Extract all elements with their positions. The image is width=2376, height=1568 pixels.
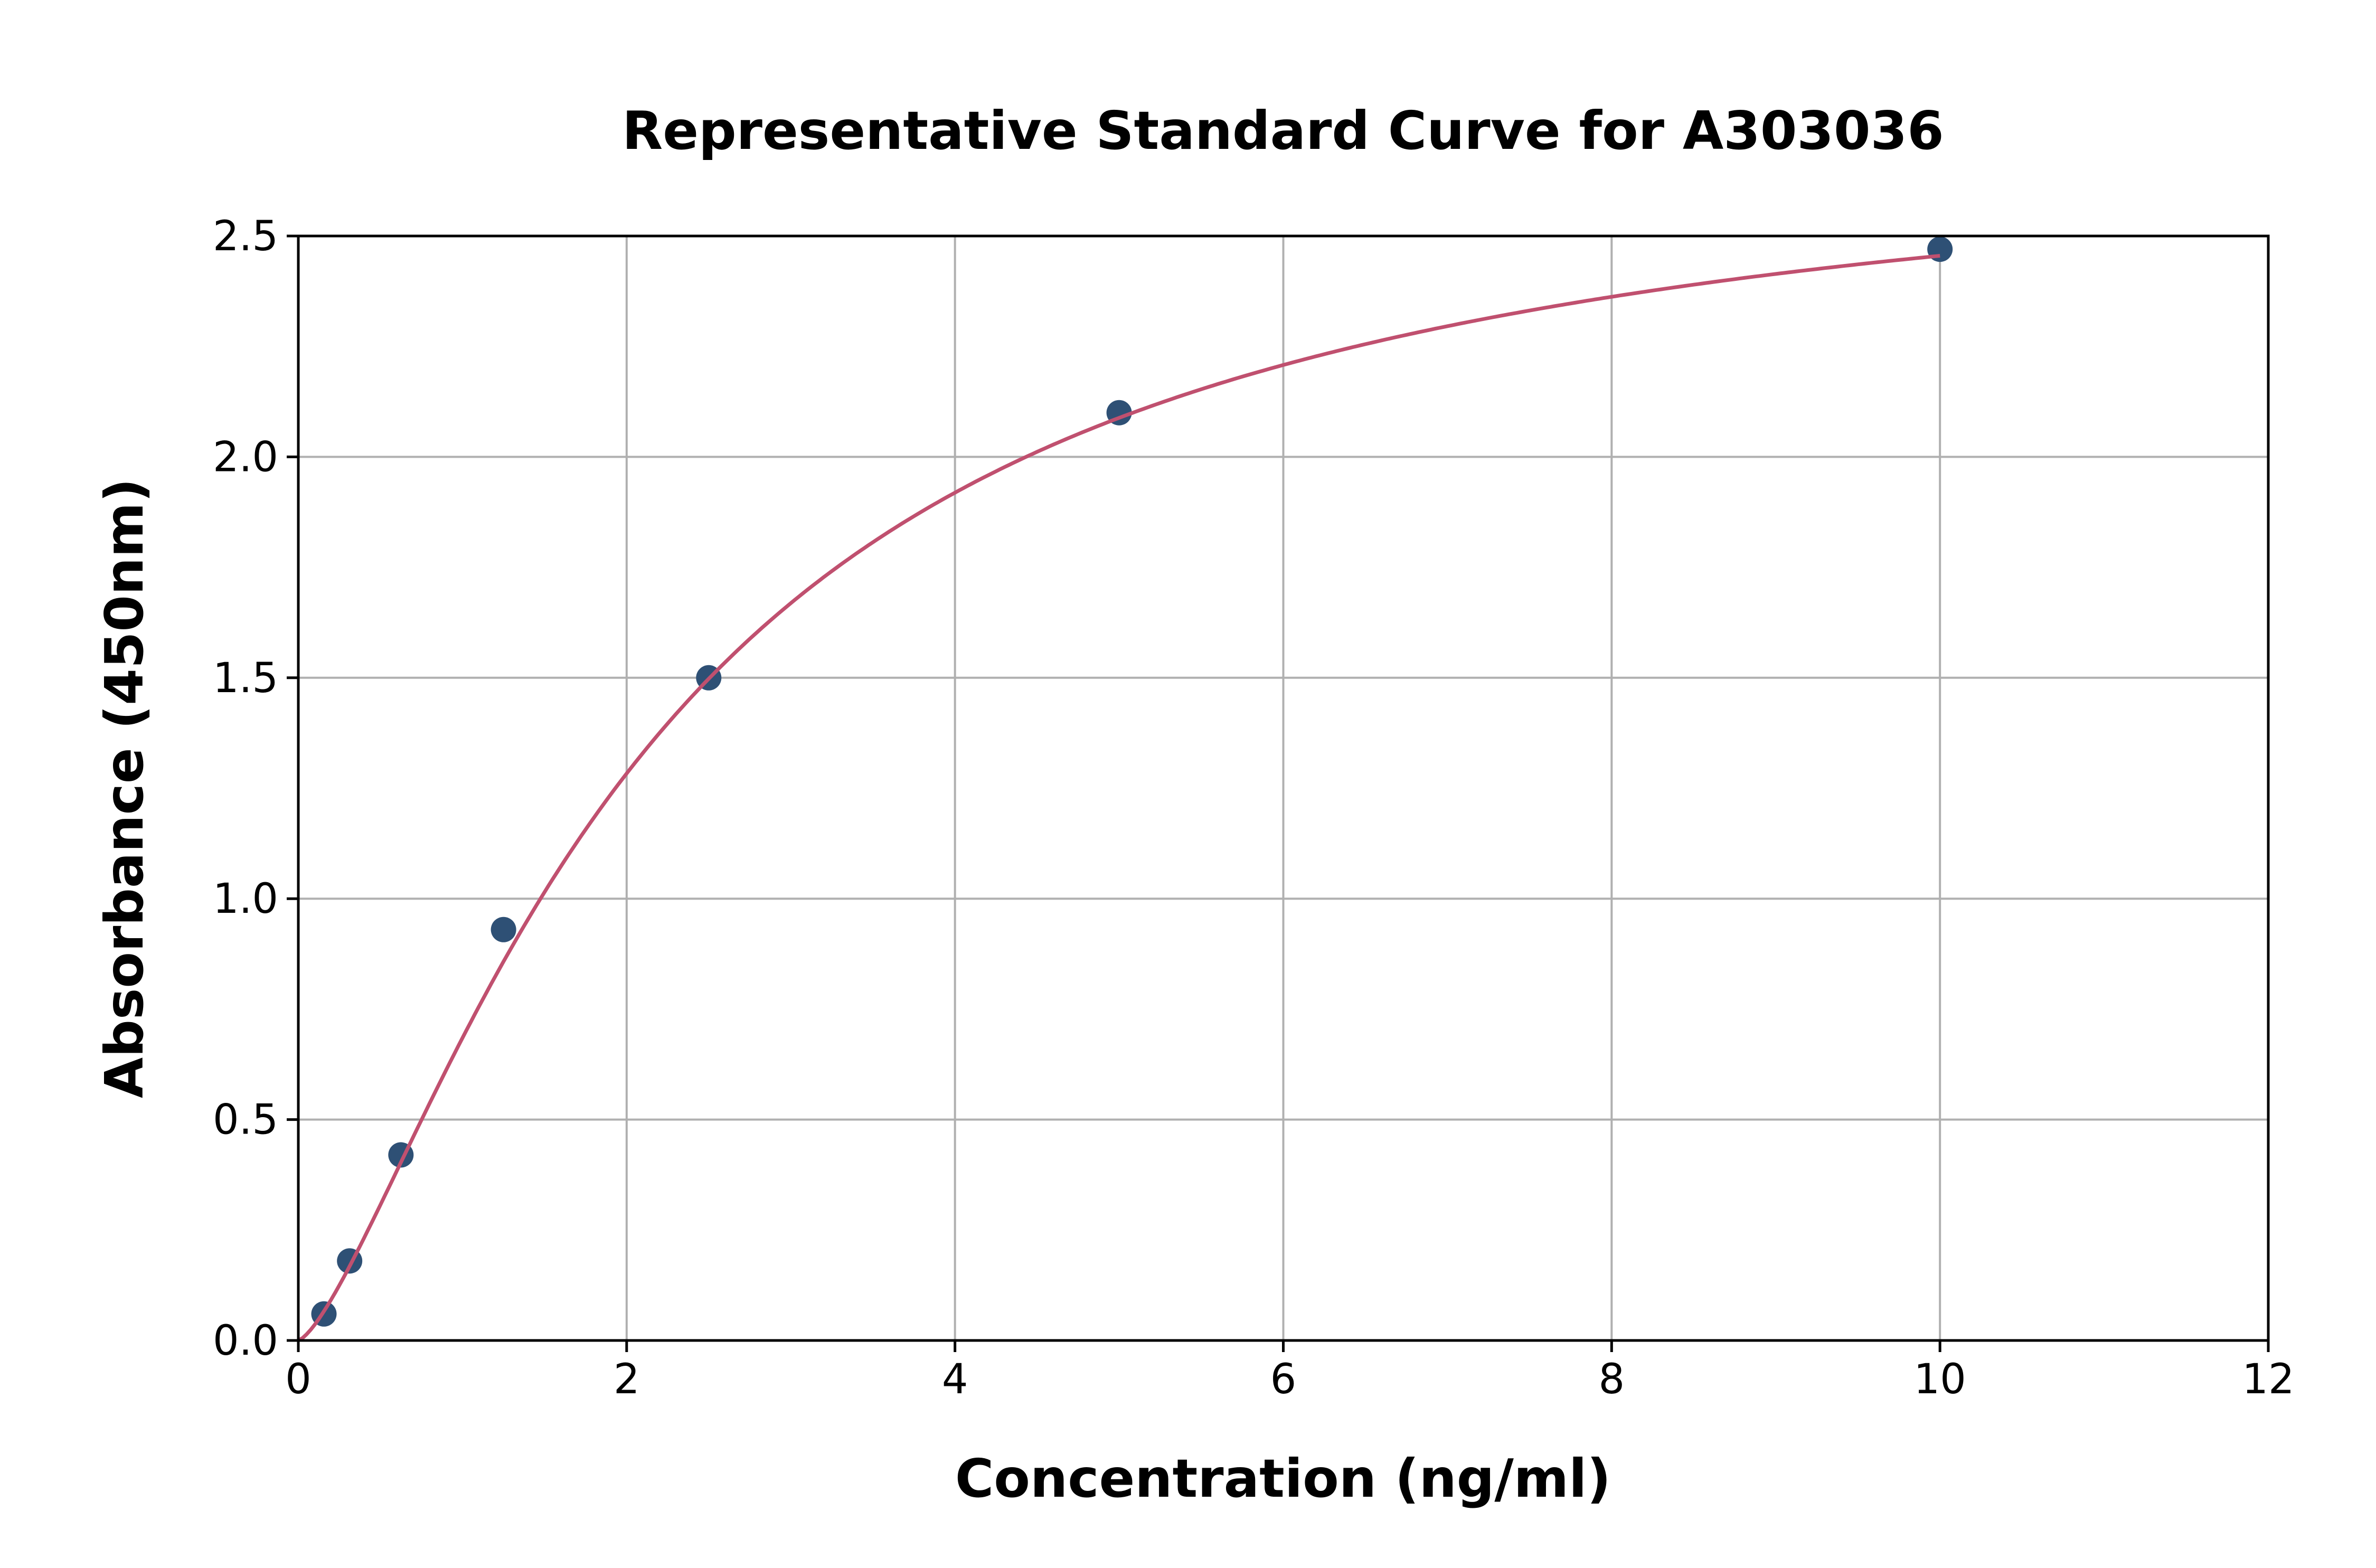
fit-curve-group [297, 254, 1940, 1343]
x-axis-label: Concentration (ng/ml) [955, 1448, 1611, 1509]
y-tick-label: 0.5 [213, 1097, 278, 1144]
data-points [311, 237, 1953, 1327]
y-tick-label: 0.0 [213, 1317, 278, 1365]
x-tick-label: 10 [1914, 1356, 1966, 1403]
chart-title: Representative Standard Curve for A30303… [622, 100, 1944, 162]
x-tick-label: 6 [1270, 1356, 1297, 1403]
x-tick-label: 4 [942, 1356, 968, 1403]
y-tick-label: 2.5 [213, 213, 278, 260]
y-tick-label: 1.0 [213, 875, 278, 923]
y-ticks: 0.0 0.5 1.0 1.5 2.0 2.5 [213, 213, 298, 1365]
x-tick-label: 8 [1599, 1356, 1625, 1403]
x-tick-label: 2 [614, 1356, 640, 1403]
x-tick-label: 0 [285, 1356, 312, 1403]
y-tick-label: 2.0 [213, 433, 278, 481]
data-point [491, 917, 516, 942]
fit-curve [297, 254, 1940, 1343]
y-axis-label: Absorbance (450nm) [93, 478, 155, 1098]
y-tick-label: 1.5 [213, 655, 278, 702]
x-ticks: 0 2 4 6 8 10 12 [285, 1340, 2295, 1403]
x-tick-label: 12 [2242, 1356, 2294, 1403]
grid [297, 235, 2269, 1342]
